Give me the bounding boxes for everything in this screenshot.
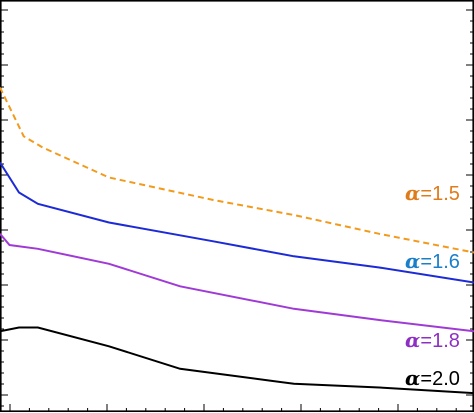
series-line-2 <box>0 161 474 284</box>
series-label-2: α=1.6 <box>405 249 460 273</box>
axis-ticks <box>0 9 474 412</box>
alpha-symbol: α <box>405 366 420 390</box>
series-line-4 <box>0 326 474 395</box>
series-line-1 <box>0 87 474 254</box>
series-label-value: =1.8 <box>420 330 459 352</box>
series-label-3: α=1.8 <box>405 328 460 352</box>
series-label-value: =2.0 <box>420 368 459 390</box>
series-label-1: α=1.5 <box>405 181 460 205</box>
alpha-symbol: α <box>405 181 420 205</box>
series-labels: α=1.5α=1.6α=1.8α=2.0 <box>405 181 460 390</box>
series-lines <box>0 87 474 395</box>
alpha-symbol: α <box>405 249 420 273</box>
series-label-value: =1.5 <box>420 183 459 205</box>
alpha-symbol: α <box>405 328 420 352</box>
series-label-value: =1.6 <box>420 251 459 273</box>
series-label-4: α=2.0 <box>405 366 460 390</box>
series-line-3 <box>0 233 474 333</box>
